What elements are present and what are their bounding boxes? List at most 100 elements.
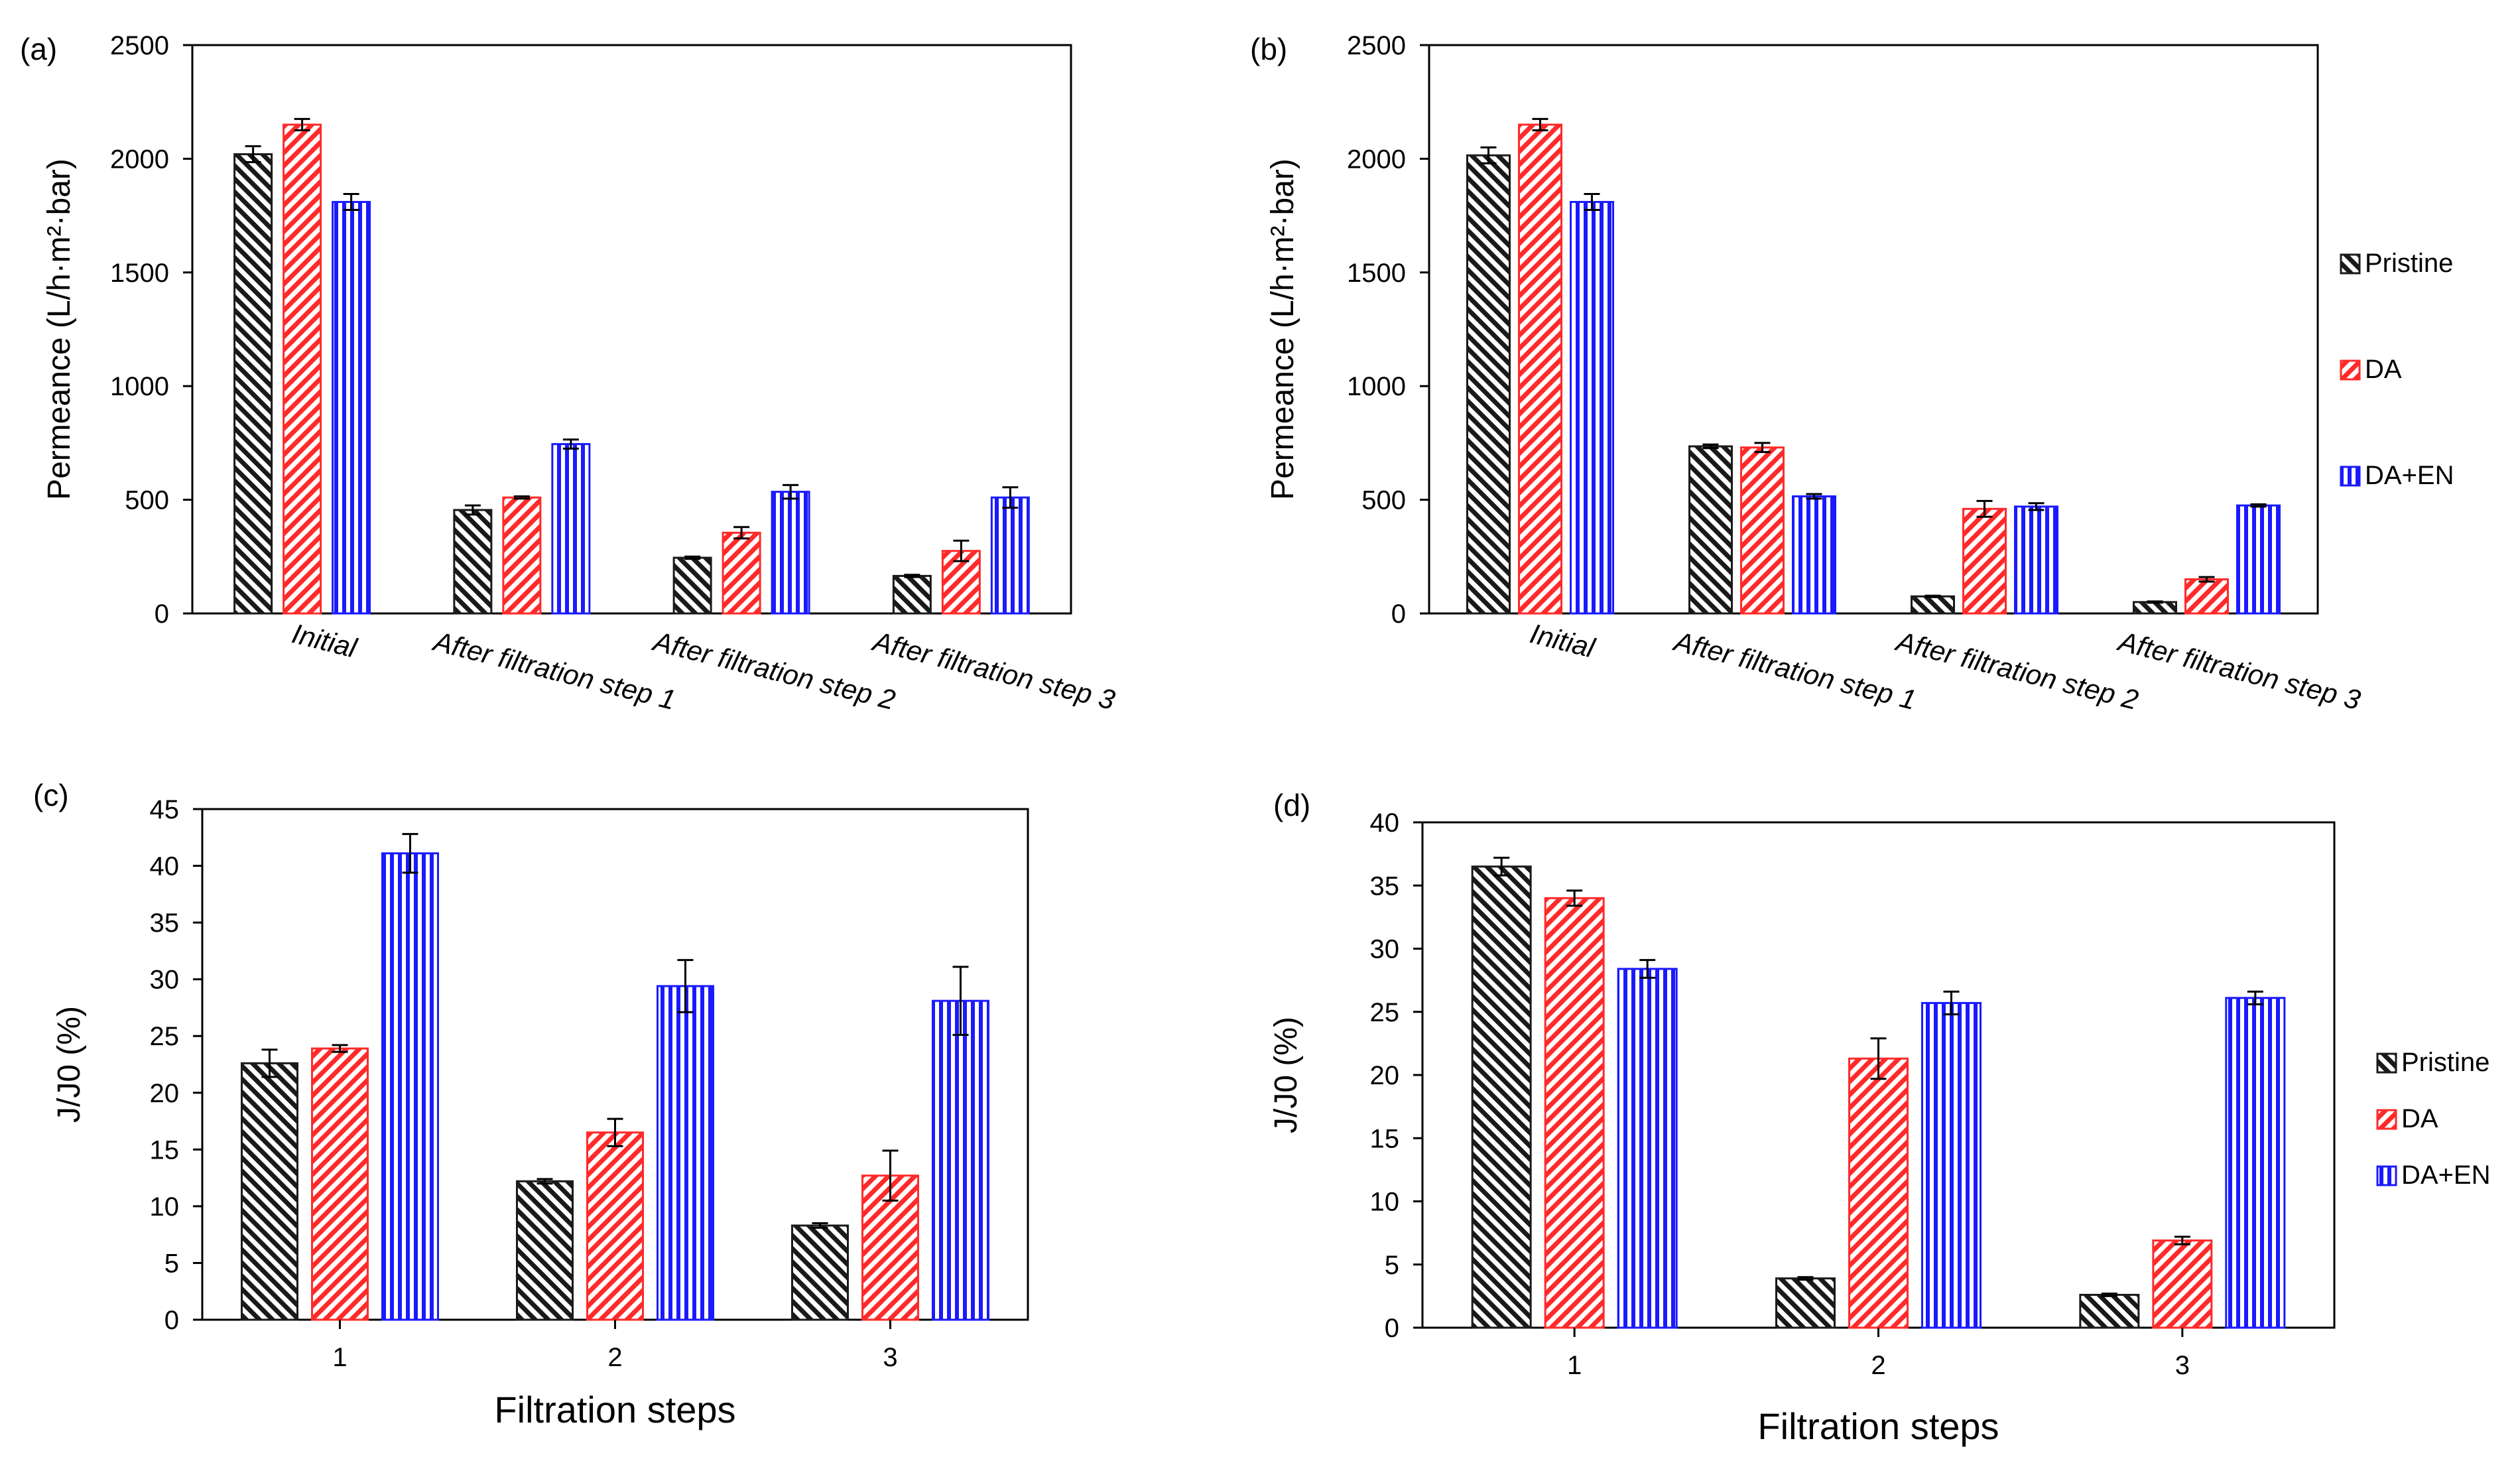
bar-pristine: [892, 574, 932, 615]
y-tick-label: 1500: [110, 259, 169, 288]
bar-pristine: [453, 509, 493, 615]
y-tick-label: 2500: [110, 31, 169, 60]
category-label: 2: [607, 1343, 622, 1372]
y-tick-label: 5: [1385, 1251, 1399, 1280]
panel-label: (c): [33, 778, 69, 812]
bar-pristine: [791, 1224, 849, 1321]
category-label: 2: [1871, 1351, 1885, 1380]
y-tick-label: 20: [1370, 1061, 1400, 1090]
bar-pristine: [241, 1062, 298, 1321]
legend-swatch-da: [2340, 359, 2361, 381]
bar-da: [2184, 578, 2229, 615]
y-tick-label: 5: [164, 1249, 179, 1278]
y-tick-label: 1000: [110, 372, 169, 401]
category-label: After filtration step 3: [868, 625, 1118, 716]
legend-swatch-da_en: [2376, 1165, 2397, 1186]
category-label: After filtration step 1: [1669, 625, 1919, 716]
bar-pristine: [233, 153, 273, 615]
bar-pristine: [1471, 865, 1532, 1329]
legend-swatch-da: [2376, 1109, 2397, 1130]
y-tick-label: 10: [150, 1192, 180, 1222]
bar-pristine: [1911, 595, 1955, 615]
bar-da: [1848, 1057, 1909, 1329]
y-tick-label: 40: [150, 852, 180, 881]
bar-da: [2152, 1239, 2213, 1329]
legend: Pristine DA DA+EN: [2376, 1048, 2491, 1190]
x-axis-label: Filtration steps: [1757, 1405, 1999, 1447]
y-tick-label: 0: [164, 1306, 179, 1335]
y-axis-label: J/J0 (%): [52, 1006, 87, 1123]
y-tick-label: 500: [1361, 486, 1406, 515]
bar-da: [1962, 507, 2007, 615]
y-tick-label: 30: [150, 966, 180, 995]
y-tick-label: 2000: [1347, 145, 1406, 174]
y-tick-label: 20: [150, 1079, 180, 1108]
bar-da_en: [381, 852, 439, 1321]
y-tick-label: 1000: [1347, 372, 1406, 401]
y-axis-label: Permeance (L/h·m²·bar): [1265, 158, 1300, 500]
category-label: After filtration step 1: [429, 625, 679, 716]
y-axis-label: Permeance (L/h·m²·bar): [42, 158, 77, 500]
category-label: 1: [332, 1343, 347, 1372]
bar-da_en: [932, 999, 989, 1321]
category-label: Initial: [1527, 617, 1599, 664]
bar-da: [283, 123, 322, 615]
bar-pristine: [1688, 445, 1733, 615]
y-tick-label: 10: [1370, 1188, 1400, 1217]
legend-label-da_en: DA+EN: [2401, 1161, 2491, 1190]
bar-da_en: [990, 496, 1030, 615]
panel-b-chart: (b) 0 500 1000 1500 2000 2500 Permeance (L/h·m²…: [1250, 31, 2454, 716]
legend: Pristine DA DA+EN: [2340, 249, 2454, 490]
y-tick-label: 15: [150, 1135, 180, 1165]
y-tick-label: 2000: [110, 145, 169, 174]
bar-da: [1544, 897, 1605, 1329]
panel-label: (d): [1273, 788, 1310, 822]
bar-da_en: [1570, 201, 1614, 615]
bar-da: [586, 1131, 644, 1321]
panel-label: (b): [1250, 32, 1287, 66]
bar-da: [1740, 446, 1785, 615]
x-axis-label: Filtration steps: [494, 1389, 735, 1430]
panel-label: (a): [20, 32, 57, 66]
category-label: 3: [883, 1343, 897, 1372]
y-tick-label: 500: [125, 486, 169, 515]
bar-da: [1518, 123, 1562, 615]
bar-pristine: [672, 556, 712, 615]
bar-da_en: [2014, 505, 2058, 615]
bar-da_en: [2225, 997, 2286, 1329]
legend-swatch-pristine: [2340, 253, 2361, 275]
y-tick-label: 0: [155, 600, 169, 629]
bar-da_en: [1921, 1001, 1982, 1329]
bar-pristine: [2133, 601, 2177, 615]
y-tick-label: 15: [1370, 1124, 1400, 1153]
panel-c-chart: (c) 0 5 10 15 20 25 30 35 40 45 J/J0 (%) 1 2 3 Filtrati…: [33, 778, 1029, 1430]
bar-da_en: [332, 201, 371, 615]
panel-d-chart: (d) 0 5 10 15 20 25 30 35 40 J/J0 (%) 1 2 3 Filtration…: [1269, 788, 2491, 1447]
y-tick-label: 2500: [1347, 31, 1406, 60]
category-label: After filtration step 2: [1891, 625, 2141, 716]
y-tick-label: 1500: [1347, 259, 1406, 288]
bar-da_en: [551, 443, 591, 615]
y-axis-label: J/J0 (%): [1269, 1017, 1304, 1133]
bar-da_en: [1617, 968, 1678, 1329]
bar-pristine: [1466, 154, 1511, 615]
y-tick-label: 35: [1370, 871, 1400, 901]
legend-label-da: DA: [2365, 355, 2402, 384]
bar-da: [311, 1047, 369, 1321]
y-tick-label: 0: [1385, 1314, 1399, 1343]
legend-label-da: DA: [2401, 1104, 2438, 1133]
panel-a-chart: (a) 0 500 1000 1500 2000 2500 Permeance (L/h·m²…: [20, 31, 1118, 716]
category-label: 3: [2175, 1351, 2190, 1380]
category-label: 1: [1567, 1351, 1582, 1380]
y-tick-label: 25: [150, 1022, 180, 1051]
category-label: Initial: [289, 617, 361, 664]
legend-swatch-da_en: [2340, 466, 2361, 487]
y-tick-label: 35: [150, 909, 180, 938]
bar-da: [722, 531, 761, 615]
bar-da_en: [657, 985, 714, 1321]
category-label: After filtration step 3: [2113, 625, 2363, 716]
y-tick-label: 40: [1370, 808, 1400, 838]
plot-frame: [191, 44, 1072, 615]
bar-da_en: [771, 491, 810, 615]
y-tick-label: 25: [1370, 998, 1400, 1027]
